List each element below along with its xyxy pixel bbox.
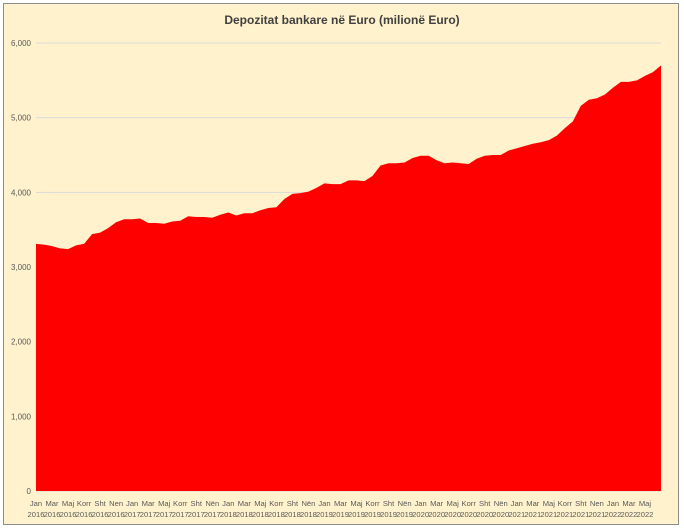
x-tick-year: 2017 [156,510,173,519]
x-tick-month: Maj [543,499,556,508]
y-tick-label: 3,000 [11,263,32,272]
x-tick-year: 2017 [124,510,141,519]
x-tick-month: Maj [639,499,652,508]
x-tick-month: Jan [126,499,138,508]
x-tick-year: 2017 [188,510,205,519]
x-tick-month: Nën [494,499,508,508]
x-tick-month: Korr [173,499,188,508]
x-tick-month: Maj [447,499,460,508]
y-tick-label: 2,000 [11,338,32,347]
x-tick-year: 2022 [620,510,637,519]
x-tick-month: Mar [430,499,444,508]
chart-frame: Depozitat bankare në Euro (milionë Euro)… [3,3,679,525]
x-tick-year: 2020 [492,510,509,519]
x-tick-month: Jan [414,499,426,508]
y-tick-label: 1,000 [11,412,32,421]
x-tick-month: Jan [607,499,619,508]
x-tick-year: 2017 [140,510,157,519]
x-tick-year: 2016 [44,510,61,519]
x-tick-month: Nën [398,499,412,508]
x-tick-year: 2020 [460,510,477,519]
x-tick-year: 2019 [332,510,349,519]
x-tick-month: Sht [191,499,203,508]
x-tick-month: Mar [622,499,636,508]
x-tick-year: 2021 [540,510,557,519]
chart-svg: Depozitat bankare në Euro (milionë Euro)… [11,13,661,519]
y-tick-label: 6,000 [11,39,32,48]
y-tick-label: 5,000 [11,114,32,123]
x-tick-month: Sht [479,499,491,508]
x-tick-year: 2019 [396,510,413,519]
x-tick-year: 2021 [556,510,573,519]
x-tick-year: 2019 [364,510,381,519]
y-tick-label: 4,000 [11,188,32,197]
x-tick-month: Mar [238,499,252,508]
x-tick-year: 2020 [444,510,461,519]
x-tick-year: 2021 [572,510,589,519]
x-tick-month: Sht [383,499,395,508]
x-tick-year: 2017 [204,510,221,519]
x-tick-month: Jan [318,499,330,508]
x-tick-year: 2018 [268,510,285,519]
x-tick-year: 2021 [524,510,541,519]
x-tick-month: Nën [301,499,315,508]
x-tick-year: 2016 [60,510,77,519]
x-tick-month: Jan [511,499,523,508]
x-tick-month: Korr [462,499,477,508]
x-tick-month: Mar [45,499,59,508]
x-tick-year: 2021 [508,510,525,519]
x-tick-year: 2021 [588,510,605,519]
chart-title: Depozitat bankare në Euro (milionë Euro) [224,13,459,27]
x-tick-year: 2018 [284,510,301,519]
x-tick-month: Maj [158,499,171,508]
deposits-area [36,65,661,492]
x-tick-year: 2019 [380,510,397,519]
x-tick-month: Korr [365,499,380,508]
x-tick-year: 2020 [428,510,445,519]
x-tick-year: 2016 [108,510,125,519]
x-tick-month: Maj [62,499,75,508]
x-tick-month: Nen [109,499,123,508]
x-tick-year: 2018 [220,510,237,519]
x-tick-year: 2019 [316,510,333,519]
x-tick-month: Jan [222,499,234,508]
x-tick-year: 2018 [236,510,253,519]
x-tick-year: 2016 [76,510,93,519]
x-tick-year: 2016 [92,510,109,519]
x-tick-year: 2020 [412,510,429,519]
x-tick-year: 2018 [300,510,317,519]
x-tick-year: 2018 [252,510,269,519]
x-tick-month: Korr [77,499,92,508]
y-tick-label: 0 [27,487,32,496]
x-tick-month: Sht [575,499,587,508]
x-tick-year: 2019 [348,510,365,519]
x-tick-month: Maj [350,499,363,508]
x-tick-month: Sht [94,499,106,508]
x-tick-month: Korr [269,499,284,508]
x-tick-month: Maj [254,499,267,508]
x-tick-month: Nen [590,499,604,508]
x-tick-month: Jan [30,499,42,508]
x-tick-year: 2022 [604,510,621,519]
x-tick-year: 2017 [172,510,189,519]
x-tick-month: Mar [334,499,348,508]
x-tick-year: 2016 [28,510,45,519]
x-tick-year: 2020 [476,510,493,519]
x-tick-month: Sht [287,499,299,508]
x-tick-month: Korr [558,499,573,508]
x-tick-year: 2022 [637,510,654,519]
x-tick-month: Nën [205,499,219,508]
x-tick-month: Mar [526,499,540,508]
x-tick-month: Mar [142,499,156,508]
